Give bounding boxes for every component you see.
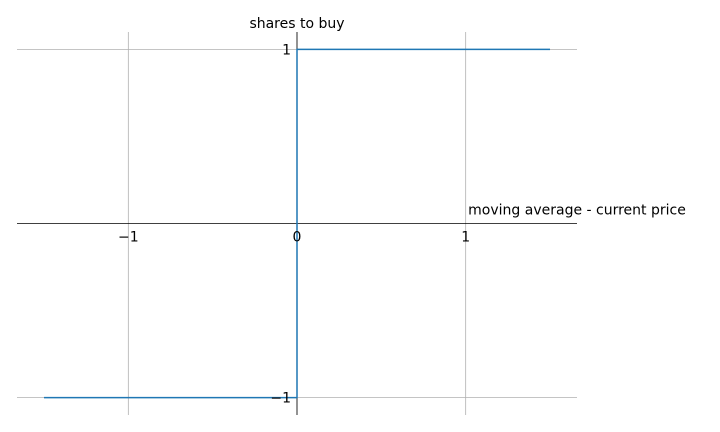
y-tick-label: 1: [282, 42, 291, 58]
y-tick-label: −1: [270, 391, 291, 407]
x-tick-label: −1: [118, 230, 139, 246]
tick-labels: −1 0 1 1 −1: [118, 42, 470, 406]
y-axis-label: shares to buy: [249, 16, 344, 32]
series-line-0: [43, 48, 551, 399]
x-tick-label: 0: [293, 230, 302, 246]
x-axis-label: moving average - current price: [468, 203, 686, 219]
x-tick-label: 1: [461, 230, 470, 246]
series: [43, 48, 551, 399]
